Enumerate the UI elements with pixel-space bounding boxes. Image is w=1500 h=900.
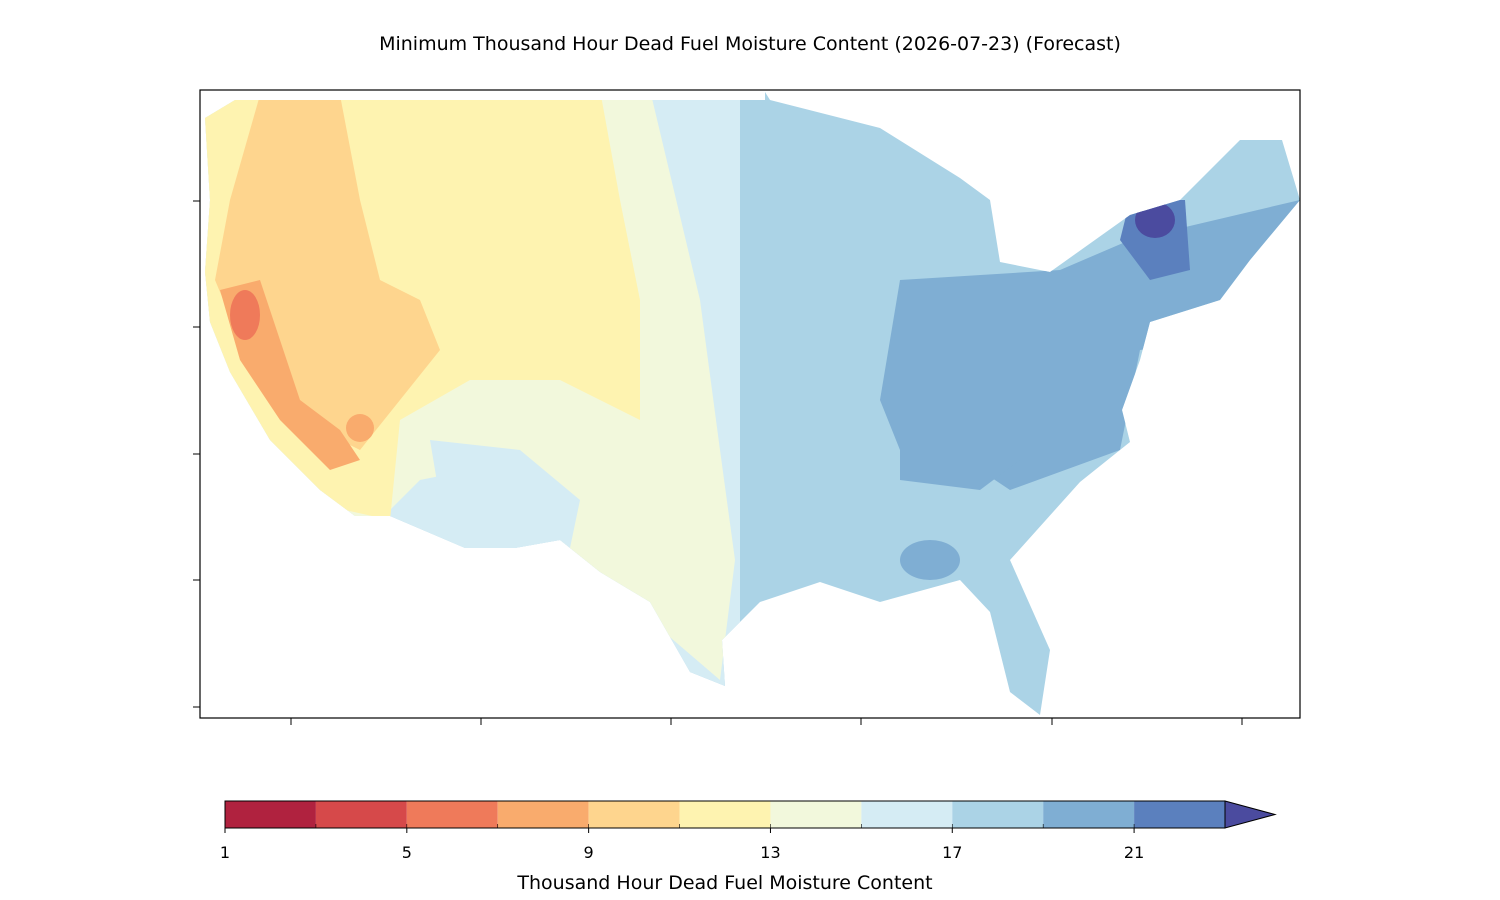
colorbar-bin [861,801,953,828]
colorbar-tick-label: 21 [1124,843,1144,862]
colorbar-bin [952,801,1044,828]
map-field [205,92,1300,715]
colorbar-bin [497,801,589,828]
colorbar-label: Thousand Hour Dead Fuel Moisture Content [516,872,932,894]
colorbar-tick-label: 5 [402,843,412,862]
map-title: Minimum Thousand Hour Dead Fuel Moisture… [379,33,1121,55]
axis-ticks [193,200,1243,725]
map-frame [199,89,1301,719]
colorbar-bin [588,801,680,828]
colorbar-tick-label: 9 [584,843,594,862]
colorbar-bin [1043,801,1135,828]
colorbar-bin [770,801,862,828]
colorbar-bin [225,801,316,828]
colorbar-bin [679,801,771,828]
colorbar-extend [1224,800,1277,829]
colorbar: 1 5 9 13 17 21 [220,800,1277,862]
colorbar-bin [1134,801,1225,828]
colorbar-tick-label: 13 [760,843,780,862]
colorbar-tick-label: 17 [942,843,962,862]
colorbar-frame [224,800,1226,829]
colorbar-bin [406,801,498,828]
colorbar-tick-label: 1 [220,843,230,862]
colorbar-bin [315,801,407,828]
